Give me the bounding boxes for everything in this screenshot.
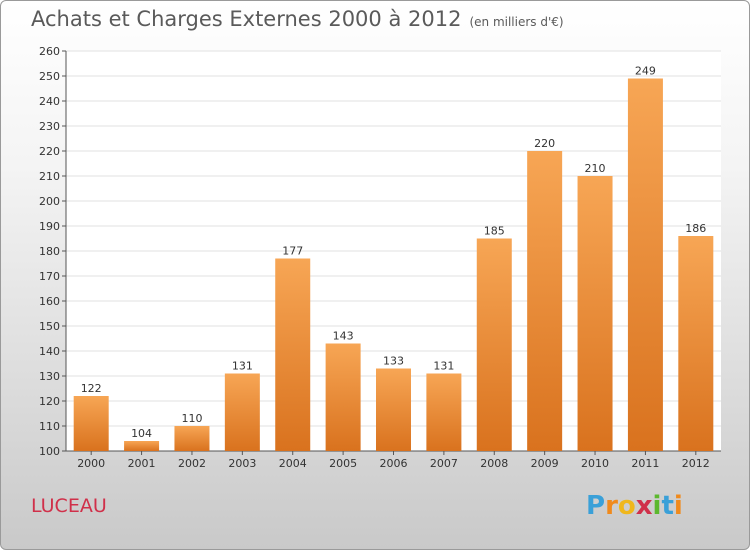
- data-label: 177: [282, 245, 303, 258]
- y-tick-label: 220: [39, 145, 60, 158]
- x-tick-label: 2011: [631, 457, 659, 470]
- data-label: 185: [484, 225, 505, 238]
- logo-letter: o: [617, 491, 636, 521]
- logo-letter: P: [586, 491, 606, 521]
- bar: [224, 373, 260, 451]
- x-tick-label: 2010: [581, 457, 609, 470]
- bar: [275, 258, 311, 451]
- y-tick-label: 210: [39, 170, 60, 183]
- bar: [476, 238, 512, 451]
- x-tick-label: 2001: [128, 457, 156, 470]
- y-tick-label: 180: [39, 245, 60, 258]
- y-tick-label: 100: [39, 445, 60, 458]
- y-tick-label: 150: [39, 320, 60, 333]
- bar: [426, 373, 462, 451]
- x-tick-label: 2002: [178, 457, 206, 470]
- bar: [174, 426, 210, 451]
- data-label: 133: [383, 355, 404, 368]
- logo-letter: r: [605, 491, 618, 521]
- x-tick-label: 2004: [279, 457, 307, 470]
- y-tick-label: 200: [39, 195, 60, 208]
- bar: [73, 396, 109, 451]
- chart-subtitle: (en milliers d'€): [469, 15, 564, 29]
- y-tick-label: 110: [39, 420, 60, 433]
- data-label: 186: [685, 222, 706, 235]
- x-tick-label: 2012: [682, 457, 710, 470]
- x-tick-label: 2005: [329, 457, 357, 470]
- y-tick-label: 240: [39, 95, 60, 108]
- data-label: 143: [333, 330, 354, 343]
- x-tick-label: 2007: [430, 457, 458, 470]
- data-label: 220: [534, 137, 555, 150]
- bar: [376, 368, 411, 451]
- data-label: 210: [585, 162, 606, 175]
- x-tick-label: 2008: [480, 457, 508, 470]
- x-tick-label: 2000: [77, 457, 105, 470]
- x-tick-label: 2003: [228, 457, 256, 470]
- logo-letter: x: [635, 491, 653, 521]
- x-tick-label: 2006: [380, 457, 408, 470]
- x-tick-label: 2009: [531, 457, 559, 470]
- chart-title-text: Achats et Charges Externes 2000 à 2012: [31, 7, 462, 31]
- bar: [124, 441, 160, 451]
- city-name: LUCEAU: [31, 495, 107, 517]
- data-label: 249: [635, 65, 656, 78]
- y-tick-label: 190: [39, 220, 60, 233]
- chart-title: Achats et Charges Externes 2000 à 2012 (e…: [31, 7, 564, 31]
- y-tick-label: 170: [39, 270, 60, 283]
- data-label: 131: [232, 360, 253, 373]
- bar: [627, 78, 663, 451]
- bar: [577, 176, 613, 451]
- logo-letter: i: [673, 491, 683, 521]
- bar: [527, 151, 563, 451]
- y-tick-label: 250: [39, 70, 60, 83]
- data-label: 122: [81, 382, 102, 395]
- bar: [325, 343, 361, 451]
- y-tick-label: 130: [39, 370, 60, 383]
- y-tick-label: 120: [39, 395, 60, 408]
- bar: [678, 236, 714, 451]
- data-label: 110: [181, 412, 202, 425]
- y-tick-label: 160: [39, 295, 60, 308]
- y-tick-label: 260: [39, 45, 60, 58]
- logo-letter: i: [652, 491, 662, 521]
- logo-letter: t: [661, 491, 674, 521]
- y-tick-label: 230: [39, 120, 60, 133]
- y-tick-label: 140: [39, 345, 60, 358]
- data-label: 104: [131, 427, 152, 440]
- data-label: 131: [433, 360, 454, 373]
- proxiti-logo: Proxiti: [586, 491, 683, 521]
